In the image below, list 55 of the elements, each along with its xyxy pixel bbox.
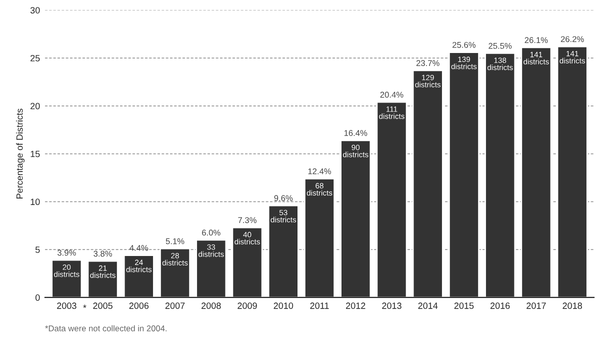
- x-tick-label: 2015: [454, 302, 474, 309]
- bar: [520, 46, 552, 298]
- x-tick-label: 2011: [310, 302, 329, 309]
- data-label: 25.6%: [452, 42, 476, 48]
- data-label: 5.1%: [166, 238, 184, 244]
- bar: [87, 260, 118, 298]
- bar: [340, 140, 372, 298]
- data-label: 9.6%: [274, 195, 293, 202]
- x-tick-label: 2007: [165, 302, 185, 309]
- bar: [160, 248, 191, 298]
- y-tick-label: 5: [35, 246, 40, 253]
- data-label: 7.3%: [238, 217, 256, 224]
- y-tick-label: 10: [30, 198, 40, 206]
- x-tick-label: 2013: [382, 302, 402, 309]
- text: *: [83, 304, 86, 308]
- x-tick-label: 2017: [526, 302, 546, 309]
- data-label: 6.0%: [202, 230, 220, 236]
- x-tick-label: 2016: [490, 302, 510, 309]
- bar: [268, 204, 299, 298]
- data-label: 26.1%: [524, 37, 548, 44]
- text: *Data were not collected in 2004.: [45, 325, 167, 332]
- bar: [412, 70, 444, 298]
- bar: [448, 52, 480, 298]
- bar: [232, 226, 263, 298]
- data-label: 23.7%: [416, 60, 440, 66]
- data-label: 12.4%: [308, 168, 332, 174]
- x-tick-label: 2003: [57, 302, 76, 309]
- bar: [556, 46, 588, 298]
- x-tick-label: 2006: [129, 302, 149, 309]
- y-tick-label: 20: [30, 102, 40, 110]
- data-label: 25.5%: [488, 42, 512, 49]
- y-tick-label: 0: [35, 294, 40, 301]
- x-tick-label: 2005: [93, 302, 112, 309]
- x-tick-label: 2008: [202, 302, 221, 309]
- y-tick-label: 30: [30, 7, 40, 14]
- x-tick-label: 2012: [346, 302, 366, 309]
- y-axis-title: Percentage of Districts: [16, 108, 25, 198]
- x-tick-label: 2010: [274, 302, 294, 309]
- bar: [304, 178, 336, 298]
- bar: [123, 254, 154, 298]
- x-tick-label: 2009: [238, 302, 257, 309]
- bar: [196, 239, 227, 298]
- x-tick-label: 2014: [418, 302, 438, 309]
- bar: [51, 259, 82, 298]
- bar: [484, 52, 516, 298]
- y-tick-label: 15: [30, 150, 40, 158]
- data-label: 4.4%: [130, 245, 148, 251]
- data-label: 3.9%: [57, 250, 76, 256]
- y-tick-label: 25: [30, 54, 40, 62]
- data-label: 3.8%: [94, 250, 112, 257]
- data-label: 20.4%: [380, 92, 404, 98]
- bar: [376, 101, 408, 298]
- x-tick-label: 2018: [562, 302, 582, 309]
- data-label: 16.4%: [344, 130, 368, 136]
- data-label: 26.2%: [560, 36, 584, 42]
